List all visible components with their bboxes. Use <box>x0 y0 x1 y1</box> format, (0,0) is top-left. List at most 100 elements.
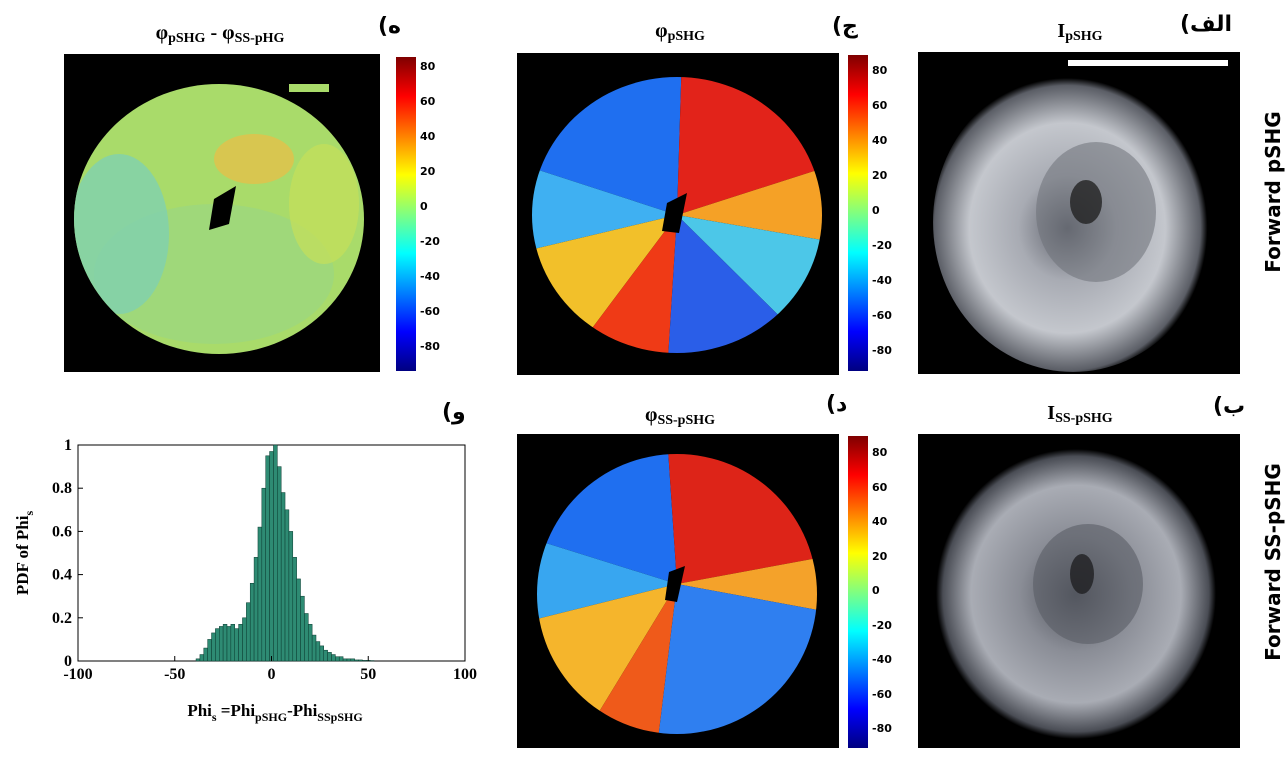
title-sub2: SS-pHG <box>235 31 285 46</box>
colorbar-tick: -20 <box>420 235 440 270</box>
histogram-bar <box>347 659 351 661</box>
colorbar-tick: 40 <box>872 134 892 169</box>
x-axis-label-b: =Phi <box>217 701 256 720</box>
colorbar-tick: 0 <box>872 204 892 239</box>
colorbar-tick: 60 <box>872 481 892 516</box>
histogram-bar <box>297 579 301 661</box>
title-main: φ <box>645 404 657 426</box>
title-main: φ <box>655 20 667 42</box>
histogram-bar <box>239 624 243 661</box>
histogram-bar <box>204 648 208 661</box>
histogram-bar <box>254 557 258 661</box>
histogram-bar <box>212 633 216 661</box>
title-sep: - φ <box>205 22 234 44</box>
histogram-bar <box>328 652 332 661</box>
panel-label-f: و) <box>442 400 466 425</box>
histogram-bar <box>270 451 274 661</box>
colorbar-tick: 80 <box>872 64 892 99</box>
histogram-bar <box>285 510 289 661</box>
title-sub: pSHG <box>168 31 205 46</box>
histogram-bar <box>301 596 305 661</box>
histogram-bar <box>196 659 200 661</box>
phase-map-d <box>517 434 839 748</box>
histogram-bar <box>262 488 266 661</box>
colorbar-tick: -20 <box>872 619 892 654</box>
panel-title-c: φpSHG <box>630 20 730 45</box>
histogram-bar <box>355 660 359 661</box>
histogram-bar <box>219 626 223 661</box>
colorbar-tick: 60 <box>872 99 892 134</box>
histogram-bar <box>200 655 204 661</box>
histogram-bar <box>281 493 285 661</box>
histogram-bar <box>289 531 293 661</box>
colorbar-tick: -20 <box>872 239 892 274</box>
row-label-top: Forward pSHG <box>1261 102 1285 282</box>
histogram-bar <box>250 583 254 661</box>
colorbar-tick: 80 <box>420 60 440 95</box>
x-tick-label: -50 <box>164 666 185 683</box>
colorbar-tick: 20 <box>872 550 892 585</box>
colorbar-ticks-e: 80 60 40 20 0 -20 -40 -60 -80 <box>420 60 440 375</box>
colorbar-ticks-d: 80 60 40 20 0 -20 -40 -60 -80 <box>872 446 892 757</box>
histogram-bar <box>331 655 335 661</box>
title-sub: pSHG <box>1065 29 1102 44</box>
x-tick-label: 100 <box>453 666 477 683</box>
colorbar-tick: 20 <box>872 169 892 204</box>
row-label-bottom: Forward SS-pSHG <box>1261 452 1285 672</box>
histogram-bar <box>235 629 239 661</box>
histogram-bar <box>308 624 312 661</box>
colorbar-tick: -80 <box>420 340 440 375</box>
y-tick-label: 0.8 <box>52 480 72 497</box>
histogram-bar <box>223 624 227 661</box>
histogram-bar <box>320 646 324 661</box>
panel-label-a: الف) <box>1180 12 1232 37</box>
histogram-bar <box>273 445 277 661</box>
colorbar-d <box>848 436 868 748</box>
intensity-image-a <box>918 52 1240 374</box>
histogram-bar <box>351 659 355 661</box>
histogram-bar <box>246 603 250 661</box>
histogram-bar <box>316 642 320 661</box>
histogram-bar <box>227 626 231 661</box>
phase-map-c <box>517 53 839 375</box>
panel-label-b: ب) <box>1213 394 1245 419</box>
colorbar-tick: 60 <box>420 95 440 130</box>
histogram-bar <box>215 629 219 661</box>
colorbar-tick: 0 <box>872 584 892 619</box>
histogram-bar <box>242 618 246 661</box>
colorbar-tick: 80 <box>872 446 892 481</box>
title-sub: SS-pSHG <box>1055 411 1113 426</box>
colorbar-tick: 40 <box>872 515 892 550</box>
colorbar-tick: 0 <box>420 200 440 235</box>
histogram-bar <box>266 456 270 661</box>
y-axis-label: PDF of Phis <box>13 511 36 596</box>
title-main: I <box>1047 402 1055 424</box>
colorbar-ticks-c: 80 60 40 20 0 -20 -40 -60 -80 <box>872 64 892 379</box>
title-sub: SS-pSHG <box>657 413 715 428</box>
colorbar-tick: -80 <box>872 344 892 379</box>
title-main: φ <box>156 22 168 44</box>
colorbar-tick: -40 <box>420 270 440 305</box>
y-tick-label: 0.2 <box>52 610 72 627</box>
y-axis-label-main: PDF of Phi <box>13 515 32 595</box>
phase-diff-map-e <box>64 54 380 372</box>
histogram-bar <box>277 467 281 661</box>
histogram-bar <box>293 557 297 661</box>
y-tick-label: 0.4 <box>52 567 72 584</box>
histogram-bar <box>324 650 328 661</box>
y-axis-label-sub: s <box>22 511 36 516</box>
x-axis-label-c: -Phi <box>287 701 318 720</box>
colorbar-tick: -60 <box>420 305 440 340</box>
histogram-bar <box>208 639 212 661</box>
x-tick-label: 50 <box>360 666 376 683</box>
histogram-bar <box>258 527 262 661</box>
colorbar-e <box>396 57 416 371</box>
colorbar-tick: -60 <box>872 688 892 723</box>
colorbar-tick: -80 <box>872 722 892 757</box>
panel-title-a: IpSHG <box>1030 20 1130 45</box>
x-axis-label: Phis =PhipSHG-PhiSSpSHG <box>187 701 362 724</box>
title-sub: pSHG <box>668 29 705 44</box>
histogram-bar <box>335 657 339 661</box>
histogram-bar <box>304 613 308 661</box>
